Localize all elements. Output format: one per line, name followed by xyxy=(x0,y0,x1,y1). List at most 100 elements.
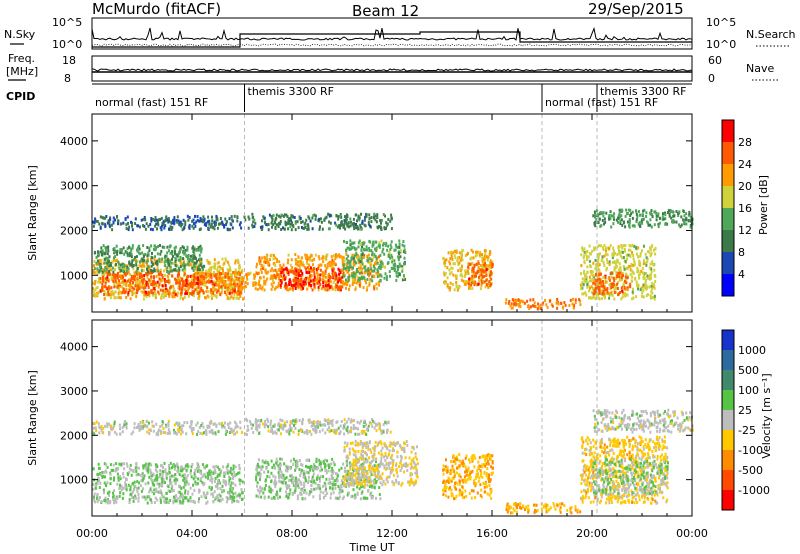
echo-cell xyxy=(236,282,239,286)
echo-cell xyxy=(613,279,616,283)
echo-cell xyxy=(104,224,107,228)
echo-cell xyxy=(218,269,221,273)
echo-cell xyxy=(166,497,169,501)
echo-cell xyxy=(102,275,104,279)
echo-cell xyxy=(366,288,368,292)
echo-cell xyxy=(389,256,392,260)
echo-cell xyxy=(300,287,303,291)
echo-cell xyxy=(358,239,361,243)
echo-cell xyxy=(633,224,636,228)
echo-cell xyxy=(121,278,124,282)
echo-cell xyxy=(158,292,161,296)
echo-cell xyxy=(297,255,300,259)
echo-cell xyxy=(188,286,190,290)
echo-cell xyxy=(532,304,534,308)
echo-cell xyxy=(228,479,231,483)
echo-cell xyxy=(219,499,222,503)
echo-cell xyxy=(145,465,148,469)
echo-cell xyxy=(133,480,136,484)
echo-cell xyxy=(181,493,184,497)
echo-cell xyxy=(108,273,111,277)
echo-cell xyxy=(205,431,208,435)
echo-cell xyxy=(475,253,478,257)
echo-cell xyxy=(94,500,96,504)
echo-cell xyxy=(151,420,154,424)
echo-cell xyxy=(197,274,200,278)
echo-cell xyxy=(279,285,282,289)
echo-cell xyxy=(211,492,214,496)
echo-cell xyxy=(615,263,618,266)
echo-cell xyxy=(110,468,113,472)
echo-cell xyxy=(142,244,145,248)
echo-cell xyxy=(157,285,160,289)
echo-cell xyxy=(198,288,201,292)
echo-cell xyxy=(103,279,106,283)
echo-cell xyxy=(231,498,234,502)
echo-cell xyxy=(137,486,140,490)
echo-cell xyxy=(283,227,286,231)
echo-cell xyxy=(105,260,108,264)
echo-cell xyxy=(125,422,128,426)
echo-cell xyxy=(154,468,157,472)
echo-cell xyxy=(161,495,164,499)
echo-cell xyxy=(328,264,331,268)
echo-cell xyxy=(124,217,127,220)
echo-cell xyxy=(219,217,222,220)
echo-cell xyxy=(628,217,631,221)
echo-cell xyxy=(363,247,365,251)
echo-cell xyxy=(620,214,623,218)
echo-cell xyxy=(179,432,182,436)
echo-cell xyxy=(183,473,186,477)
echo-cell xyxy=(193,474,196,478)
echo-cell xyxy=(581,292,584,296)
echo-cell xyxy=(624,225,627,229)
echo-cell xyxy=(310,284,313,287)
echo-cell xyxy=(225,222,228,226)
echo-cell xyxy=(124,250,127,254)
echo-cell xyxy=(519,299,522,303)
echo-cell xyxy=(130,262,133,266)
echo-cell xyxy=(259,267,262,271)
echo-cell xyxy=(131,259,134,263)
echo-cell xyxy=(326,253,329,257)
echo-cell xyxy=(244,218,247,222)
echo-cell xyxy=(519,301,521,305)
echo-cell xyxy=(689,225,692,229)
echo-cell xyxy=(379,253,382,257)
echo-cell xyxy=(614,285,617,289)
echo-cell xyxy=(177,466,180,470)
echo-cell xyxy=(167,424,170,428)
echo-cell xyxy=(109,427,112,431)
echo-cell xyxy=(307,223,310,227)
echo-cell xyxy=(115,432,118,436)
echo-cell xyxy=(103,293,106,296)
echo-cell xyxy=(468,282,470,286)
echo-cell xyxy=(172,499,175,503)
echo-cell xyxy=(224,281,227,285)
echo-cell xyxy=(376,287,378,291)
echo-cell xyxy=(399,264,402,268)
echo-cell xyxy=(150,255,153,259)
echo-cell xyxy=(142,255,145,259)
echo-cell xyxy=(607,292,610,296)
echo-cell xyxy=(266,277,269,281)
echo-cell xyxy=(329,285,332,289)
echo-cell xyxy=(212,422,215,426)
echo-cell xyxy=(175,499,178,503)
echo-cell xyxy=(352,275,355,278)
echo-cell xyxy=(624,244,627,247)
echo-cell xyxy=(582,292,585,296)
echo-cell xyxy=(200,271,203,275)
echo-cell xyxy=(641,295,643,298)
echo-cell xyxy=(631,251,633,255)
echo-cell xyxy=(131,246,134,250)
echo-cell xyxy=(103,462,106,466)
echo-cell xyxy=(103,297,106,301)
echo-cell xyxy=(119,251,122,255)
echo-cell xyxy=(479,287,482,291)
echo-cell xyxy=(114,273,117,277)
echo-cell xyxy=(304,497,307,501)
echo-cell xyxy=(363,253,366,257)
echo-cell xyxy=(368,279,371,283)
echo-cell xyxy=(346,270,349,274)
